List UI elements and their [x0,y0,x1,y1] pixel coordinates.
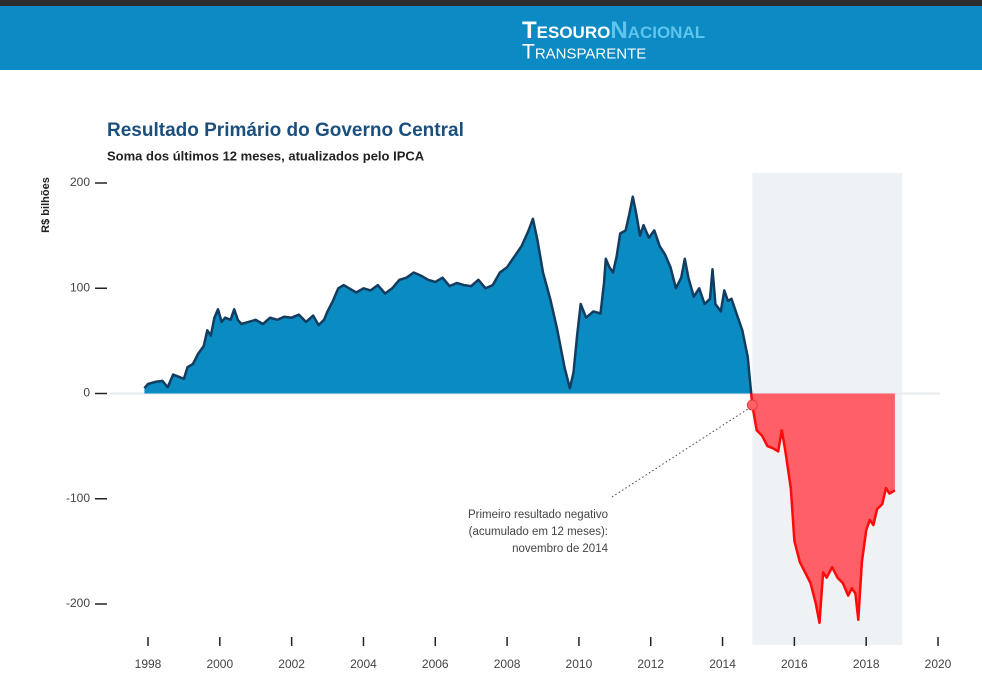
header [0,6,982,70]
x-tick-label: 2004 [350,657,377,671]
y-tick-label: 0 [83,386,90,400]
x-tick-label: 2000 [206,657,233,671]
logo-word: Nacional [610,17,705,44]
chart-title: Resultado Primário do Governo Central [107,120,464,141]
y-tick-label: 200 [70,175,90,189]
positive-area [144,196,895,394]
y-tick-label: -200 [66,596,90,610]
x-tick-label: 2018 [853,657,880,671]
annotation-text: novembro de 2014 [512,543,609,555]
x-tick-label: 2020 [925,657,952,671]
x-tick-label: 2010 [566,657,593,671]
x-tick-label: 1998 [135,657,162,671]
x-tick-label: 2012 [637,657,664,671]
x-tick-label: 2014 [709,657,736,671]
y-axis-label: R$ bilhões [40,177,52,233]
x-tick-label: 2016 [781,657,808,671]
logo-word: Tesouro [522,17,610,44]
annotation-leader [611,407,750,498]
y-tick-label: -100 [66,491,90,505]
annotation-text: (acumulado em 12 meses): [469,526,608,538]
logo-word: Transparente [522,41,646,64]
x-tick-label: 2008 [494,657,521,671]
y-tick-label: 100 [70,280,90,294]
top-border [0,0,982,6]
x-tick-label: 2006 [422,657,449,671]
annotation-text: Primeiro resultado negativo [468,509,608,521]
chart-subtitle: Soma dos últimos 12 meses, atualizados p… [107,148,425,163]
negative-line [749,393,896,625]
annotation-marker [746,399,758,411]
negative-area [144,393,895,623]
x-tick-label: 2002 [278,657,305,671]
positive-line [143,195,753,394]
logo: TesouroNacional [522,17,705,44]
